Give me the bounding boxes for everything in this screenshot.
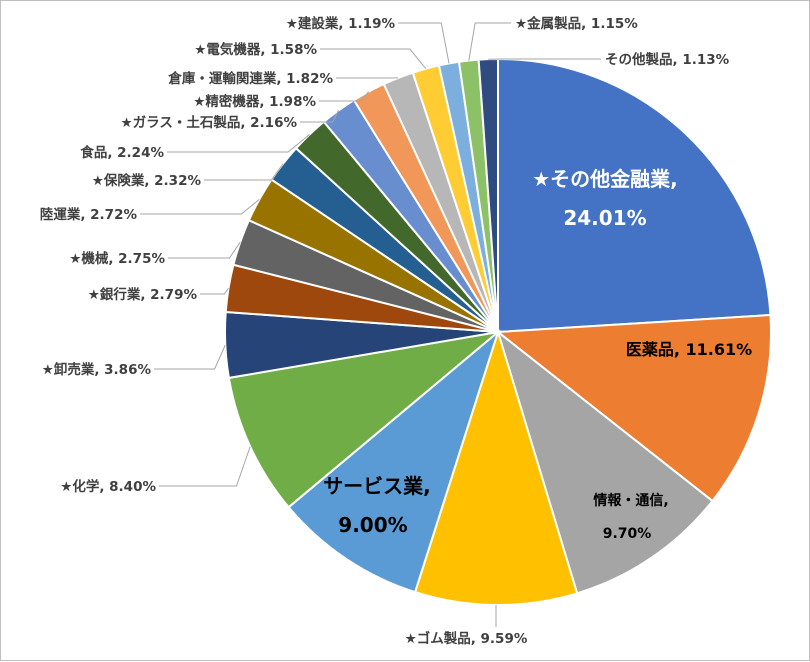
pie-slice bbox=[498, 59, 770, 332]
leader-line bbox=[204, 164, 283, 181]
leader-line bbox=[469, 23, 511, 61]
slice-category-label: ★その他金融業, bbox=[532, 167, 678, 191]
pie-slices bbox=[225, 59, 771, 605]
slice-label: 食品, 2.24% bbox=[80, 144, 164, 161]
slice-label: ★ゴム製品, 9.59% bbox=[405, 630, 528, 647]
slice-label: 倉庫・運輸関連業, 1.82% bbox=[167, 70, 333, 87]
leader-line bbox=[154, 345, 225, 369]
leader-line bbox=[200, 288, 229, 294]
slice-value-label: 9.00% bbox=[338, 513, 407, 537]
slice-label: ★保険業, 2.32% bbox=[92, 172, 202, 189]
slice-label: ★ガラス・土石製品, 2.16% bbox=[121, 114, 298, 131]
slice-label: ★金属製品, 1.15% bbox=[515, 15, 638, 32]
leader-line bbox=[168, 242, 240, 258]
slice-label: ★建設業, 1.19% bbox=[286, 15, 396, 32]
slice-label: ★精密機器, 1.98% bbox=[193, 93, 316, 110]
slice-label: ★電気機器, 1.58% bbox=[194, 41, 317, 58]
slice-label: ★卸売業, 3.86% bbox=[42, 361, 152, 378]
slice-label: ★機械, 2.75% bbox=[69, 250, 165, 267]
leader-line bbox=[320, 49, 426, 69]
leader-line bbox=[167, 135, 310, 153]
slice-label: ★銀行業, 2.79% bbox=[88, 286, 198, 303]
slice-label: ★化学, 8.40% bbox=[60, 478, 156, 495]
slice-value-label: 9.70% bbox=[603, 526, 652, 542]
slice-value-label: 24.01% bbox=[563, 206, 646, 230]
slice-label: 医薬品, 11.61% bbox=[626, 340, 752, 359]
leader-line bbox=[140, 199, 259, 214]
slice-label: 陸運業, 2.72% bbox=[40, 206, 138, 223]
leader-line bbox=[159, 447, 250, 487]
slice-label: その他製品, 1.13% bbox=[605, 51, 730, 68]
slice-category-label: サービス業, bbox=[323, 474, 431, 498]
slice-category-label: 情報・通信, bbox=[593, 492, 668, 509]
leader-line bbox=[398, 23, 449, 63]
